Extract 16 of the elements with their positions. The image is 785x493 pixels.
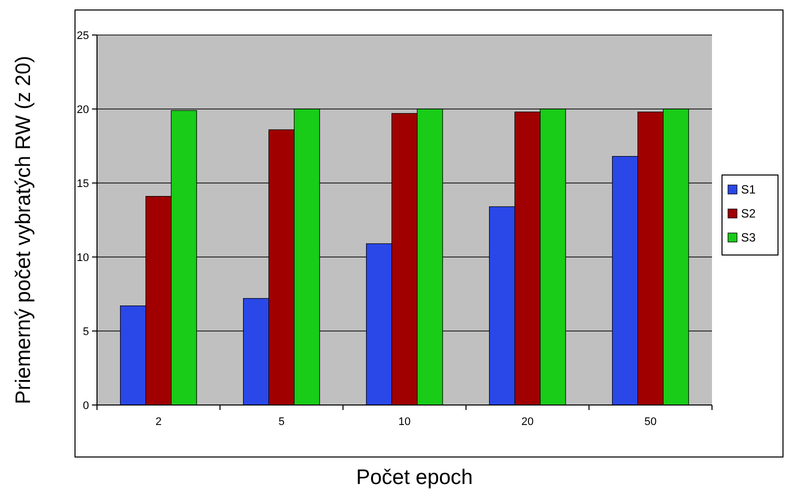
x-tick-label: 5 <box>278 416 285 428</box>
y-tick-label: 5 <box>82 326 89 338</box>
y-tick-label: 15 <box>76 178 89 190</box>
legend-label: S3 <box>741 230 756 245</box>
x-tick-label: 2 <box>155 416 162 428</box>
x-tick-label: 20 <box>521 416 534 428</box>
legend-label: S1 <box>741 182 756 197</box>
legend-label: S2 <box>741 206 756 221</box>
y-tick-label: 25 <box>76 30 89 42</box>
y-tick-label: 0 <box>82 400 89 412</box>
y-tick-label: 20 <box>76 104 89 116</box>
y-axis-title: Priemerný počet vybratých RW (z 20) <box>12 56 35 404</box>
x-tick-label: 10 <box>398 416 411 428</box>
x-tick-label: 50 <box>644 416 657 428</box>
y-tick-label: 10 <box>76 252 89 264</box>
x-axis-title: Počet epoch <box>356 466 473 489</box>
